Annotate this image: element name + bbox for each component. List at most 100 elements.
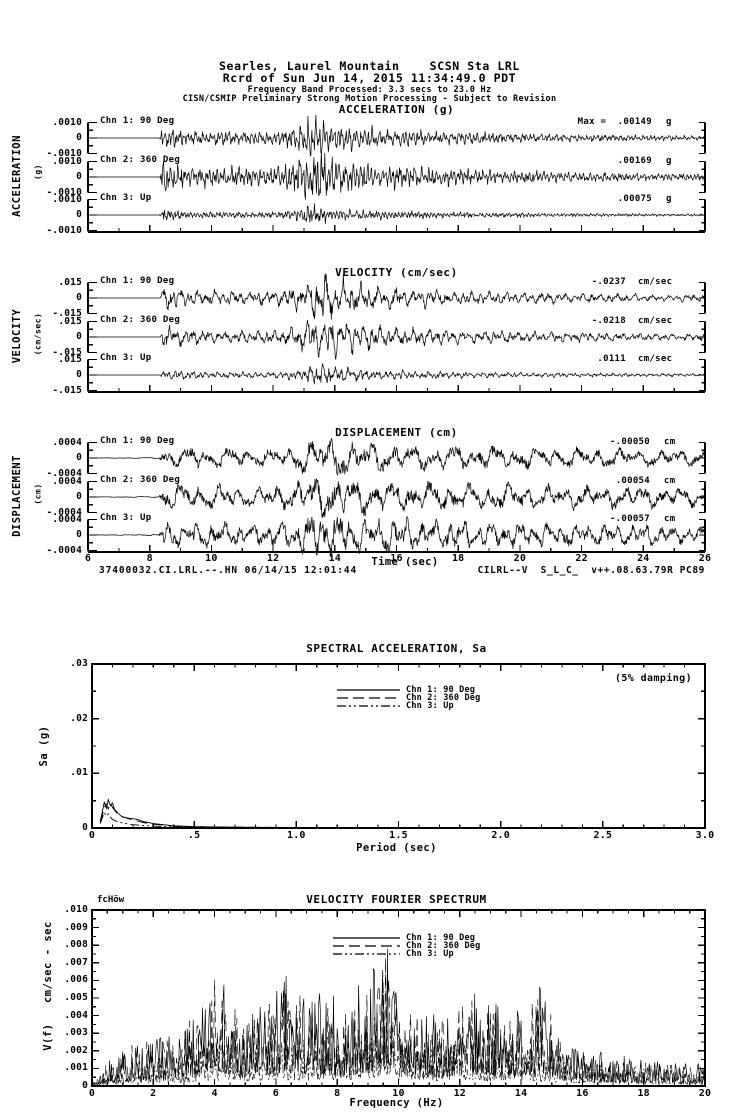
x-tick-label: 6 — [272, 1088, 279, 1099]
x-tick-label: 12 — [266, 553, 280, 564]
displacement-panel-title: DISPLACEMENT (cm) — [335, 426, 458, 439]
legend-label: Chn 2: 360 Deg — [406, 941, 481, 951]
y-tick-label: 0 — [76, 331, 82, 342]
max-unit-label: cm — [664, 437, 676, 447]
max-value-label: -.0218 — [591, 316, 626, 326]
y-tick-label: -.015 — [52, 346, 82, 358]
y-tick-label: -.015 — [52, 307, 82, 319]
y-tick-label: -.0010 — [46, 224, 82, 236]
seismic-trace — [88, 363, 706, 385]
processing-version-footer: CILRL--V S_L_C_ v++.08.63.79R PC89 — [477, 565, 705, 576]
x-tick-label: 18 — [637, 1088, 650, 1099]
frequency-band-note: Frequency Band Processed: 3.3 secs to 23… — [247, 85, 492, 95]
legend-label: Chn 1: 90 Deg — [406, 685, 476, 695]
y-tick-label: 0 — [76, 292, 82, 303]
y-tick-label: .015 — [58, 315, 82, 327]
x-tick-label: 10 — [392, 1088, 405, 1099]
velocity-panel-title: VELOCITY (cm/sec) — [335, 266, 458, 279]
x-tick-label: 2 — [150, 1088, 157, 1099]
seismic-trace — [88, 273, 706, 320]
max-value-label: -.00057 — [609, 514, 650, 524]
x-tick-label: 16 — [390, 553, 403, 564]
max-unit-label: cm/sec — [638, 316, 673, 326]
record-timestamp: Rcrd of Sun Jun 14, 2015 11:34:49.0 PDT — [222, 71, 517, 85]
x-tick-label: 26 — [698, 553, 712, 564]
x-tick-label: 22 — [575, 553, 588, 564]
x-tick-label: 10 — [205, 553, 218, 564]
y-tick-label: -.0010 — [46, 147, 82, 159]
y-tick-label: .006 — [64, 974, 88, 986]
seismic-trace — [88, 437, 706, 476]
x-tick-label: 20 — [513, 553, 527, 564]
max-value-label: .00054 — [615, 476, 650, 486]
y-tick-label: .007 — [64, 956, 88, 968]
y-tick-label: .0010 — [52, 193, 82, 205]
x-tick-label: 24 — [637, 553, 650, 564]
y-tick-label: .005 — [64, 992, 88, 1003]
legend-label: Chn 3: Up — [406, 701, 454, 711]
report-title: Searles, Laurel Mountain SCSN Sta LRL — [219, 59, 520, 73]
processing-disclaimer: CISN/CSMIP Preliminary Strong Motion Pro… — [182, 94, 557, 104]
y-tick-label: .02 — [70, 712, 88, 724]
channel-label: Chn 1: 90 Deg — [100, 276, 175, 286]
max-value-label: .0111 — [597, 354, 626, 364]
max-value-label: .00075 — [617, 194, 652, 204]
displacement-axis-label: DISPLACEMENT — [11, 455, 23, 537]
x-tick-label: 12 — [453, 1088, 467, 1099]
seismic-trace — [88, 150, 706, 200]
y-tick-label: 0 — [76, 491, 82, 502]
period-axis-label: Period (sec) — [356, 842, 437, 854]
acceleration-axis-label: ACCELERATION — [11, 135, 23, 217]
y-tick-label: -.015 — [52, 384, 82, 396]
y-tick-label: -.0004 — [46, 506, 82, 518]
seismic-trace — [88, 319, 706, 360]
record-id-footer: 37400032.CI.LRL.--.HN 06/14/15 12:01:44 — [99, 565, 358, 576]
time-axis-label: Time (sec) — [371, 556, 439, 568]
y-tick-label: .01 — [70, 767, 88, 779]
x-tick-label: 16 — [576, 1088, 589, 1099]
y-tick-label: 0 — [82, 1080, 88, 1091]
seismic-trace — [88, 516, 706, 558]
y-tick-label: .03 — [70, 658, 88, 669]
max-unit-label: cm/sec — [638, 354, 673, 364]
x-tick-label: 2.0 — [491, 830, 510, 841]
seismic-trace — [88, 203, 706, 225]
filter-corner-flag: fcHöw — [97, 895, 125, 905]
channel-label: Chn 2: 360 Deg — [100, 315, 181, 325]
channel-label: Chn 1: 90 Deg — [100, 436, 175, 446]
y-tick-label: 0 — [76, 369, 82, 380]
sa-axis-label: Sa (g) — [38, 725, 50, 767]
plot-frame — [91, 909, 706, 1087]
y-tick-label: .0004 — [52, 513, 82, 525]
y-tick-label: .001 — [64, 1062, 88, 1074]
y-tick-label: .002 — [64, 1044, 88, 1056]
channel-label: Chn 3: Up — [100, 193, 152, 203]
legend-label: Chn 2: 360 Deg — [406, 693, 481, 703]
max-value-label: -.00050 — [609, 437, 650, 447]
channel-label: Chn 2: 360 Deg — [100, 155, 181, 165]
velocity-axis-label: VELOCITY — [11, 308, 23, 364]
y-tick-label: .015 — [58, 353, 82, 365]
seismic-trace — [88, 114, 706, 157]
acceleration-panel-title: ACCELERATION (g) — [338, 103, 455, 116]
channel-label: Chn 1: 90 Deg — [100, 116, 175, 126]
x-tick-label: 2.5 — [593, 830, 613, 841]
max-unit-label: g — [666, 194, 672, 204]
y-tick-label: .003 — [64, 1027, 88, 1039]
channel-label: Chn 2: 360 Deg — [100, 475, 181, 485]
x-tick-label: 0 — [88, 1088, 96, 1099]
sa-curve — [99, 802, 706, 829]
x-tick-label: 1.5 — [389, 830, 408, 841]
max-value-label: -.0237 — [591, 277, 626, 287]
y-tick-label: .009 — [64, 921, 88, 933]
plot-frame — [91, 663, 706, 829]
spectral-acceleration-title: SPECTRAL ACCELERATION, Sa — [306, 642, 487, 655]
legend-label: Chn 3: Up — [406, 949, 454, 959]
seismic-trace — [88, 478, 706, 518]
max-unit-label: cm/sec — [638, 277, 673, 287]
y-tick-label: -.0004 — [46, 467, 82, 479]
y-tick-label: -.0010 — [46, 186, 82, 198]
x-tick-label: 0 — [88, 830, 96, 841]
